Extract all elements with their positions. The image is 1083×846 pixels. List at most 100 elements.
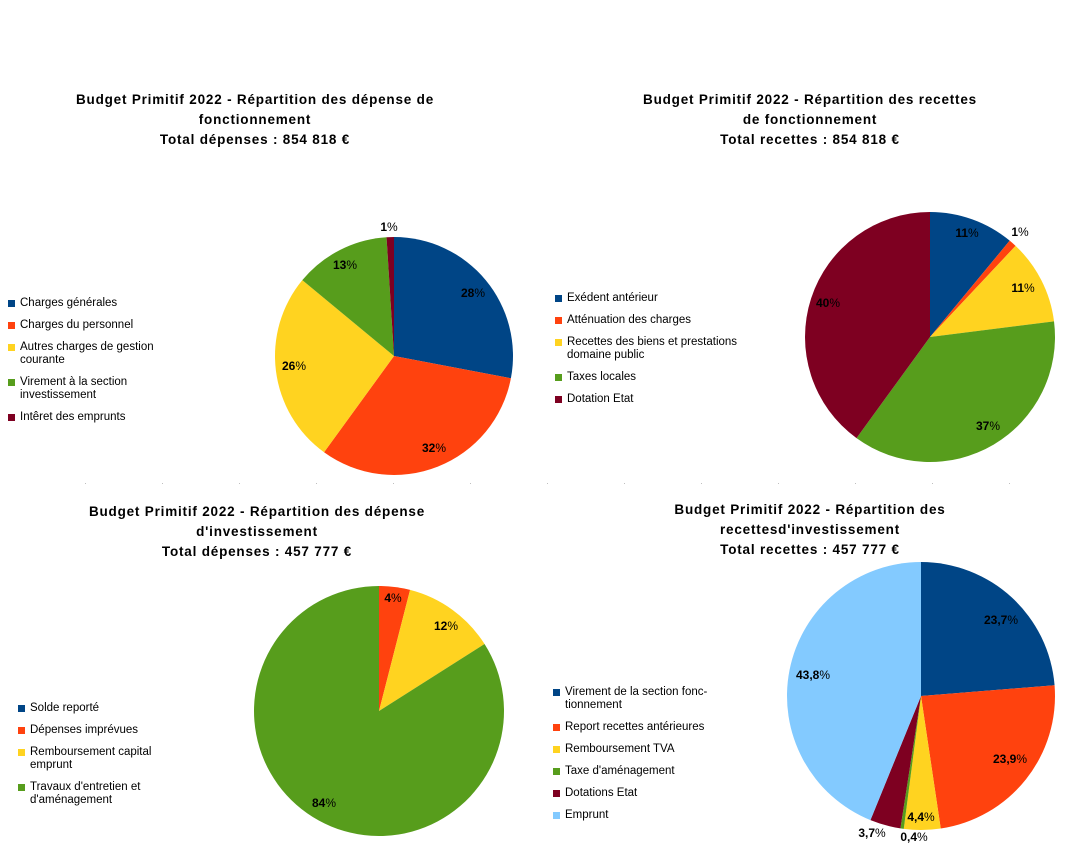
chart-legend: Charges générales Charges du personnel Aut… — [8, 297, 170, 433]
separator-dot — [316, 483, 317, 484]
title-line: Total recettes : 854 818 € — [720, 132, 900, 147]
pie-slice-4 — [302, 237, 394, 356]
chart-title: Budget Primitif 2022 - Répartition des r… — [600, 90, 1020, 150]
pie-slice-2 — [921, 685, 1055, 829]
legend-item: Remboursement TVA — [553, 743, 740, 756]
legend-label: Remboursement capital emprunt — [30, 746, 152, 771]
legend-item: Solde reporté — [18, 702, 180, 715]
separator-dot — [701, 483, 702, 484]
dotted-separator — [85, 483, 1070, 484]
legend-swatch — [555, 339, 562, 346]
legend-label: Exédent antérieur — [567, 292, 658, 304]
data-label: 11% — [1011, 281, 1035, 295]
chart-legend: Exédent antérieur Atténuation des charges… — [555, 292, 747, 415]
pie-slice-4 — [900, 696, 921, 829]
legend-swatch — [553, 768, 560, 775]
pie-slice-2 — [324, 356, 511, 476]
legend-label: Charges du personnel — [20, 319, 134, 331]
legend-swatch — [18, 784, 25, 791]
legend-label: Recettes des biens et prestations domain… — [567, 336, 738, 361]
title-line: fonctionnement — [198, 112, 312, 127]
legend-swatch — [8, 344, 15, 351]
separator-dot — [1009, 483, 1010, 484]
chart-title: Budget Primitif 2022 - Répartition des d… — [45, 90, 465, 150]
legend-item: Virement de la section fonc- tionnement — [553, 686, 740, 712]
separator-dot — [855, 483, 856, 484]
title-line: d'investissement — [196, 524, 318, 539]
pie-slice-4 — [856, 321, 1055, 462]
legend-swatch — [553, 689, 560, 696]
separator-dot — [932, 483, 933, 484]
data-label: 0,4% — [900, 830, 928, 844]
data-label: 23,9% — [993, 752, 1027, 766]
chart-title: Budget Primitif 2022 - Répartition des r… — [600, 500, 1020, 560]
legend-swatch — [553, 746, 560, 753]
title-line: Budget Primitif 2022 - Répartition des — [674, 502, 946, 517]
legend-label: Atténuation des charges — [567, 314, 692, 326]
data-label: 4% — [384, 591, 402, 605]
pie-slice-3 — [379, 589, 485, 711]
pie-slice-5 — [386, 237, 394, 356]
pie-slice-2 — [930, 240, 1016, 337]
legend-label: Emprunt — [565, 809, 609, 821]
pie-slice-3 — [275, 280, 394, 453]
legend-label: Dotation Etat — [567, 393, 634, 405]
legend-swatch — [8, 322, 15, 329]
legend-label: Dotations Etat — [565, 787, 638, 799]
separator-dot — [778, 483, 779, 484]
legend-item: Remboursement capital emprunt — [18, 746, 180, 772]
title-line: Budget Primitif 2022 - Répartition des d… — [75, 92, 435, 107]
separator-dot — [470, 483, 471, 484]
legend-swatch — [553, 790, 560, 797]
legend-swatch — [18, 727, 25, 734]
legend-item: Intêret des emprunts — [8, 411, 170, 424]
data-label: 43,8% — [796, 668, 830, 682]
legend-label: Virement à la section investissement — [20, 376, 128, 401]
legend-item: Dotation Etat — [555, 393, 747, 406]
legend-swatch — [553, 724, 560, 731]
legend-item: Taxes locales — [555, 371, 747, 384]
legend-label: Travaux d'entretien et d'aménagement — [30, 781, 141, 806]
separator-dot — [162, 483, 163, 484]
legend-swatch — [555, 396, 562, 403]
data-label: 4,4% — [907, 810, 935, 824]
legend-item: Dépenses imprévues — [18, 724, 180, 737]
separator-dot — [393, 483, 394, 484]
data-label: 23,7% — [984, 613, 1018, 627]
legend-item: Dotations Etat — [553, 787, 740, 800]
legend-swatch — [553, 812, 560, 819]
pie-slice-3 — [930, 245, 1055, 337]
data-label: 32% — [422, 441, 446, 455]
title-line: Budget Primitif 2022 - Répartition des r… — [643, 92, 977, 107]
pie-slice-1 — [394, 237, 514, 379]
pie-slice-5 — [805, 212, 930, 439]
legend-item: Emprunt — [553, 809, 740, 822]
legend-item: Charges du personnel — [8, 319, 170, 332]
data-label: 40% — [816, 296, 840, 310]
legend-label: Autres charges de gestion courante — [20, 341, 154, 366]
pie-slice-4 — [253, 586, 504, 837]
legend-label: Report recettes antérieures — [565, 721, 705, 733]
title-line: recettesd'investissement — [720, 522, 900, 537]
data-label: 3,7% — [858, 826, 886, 840]
legend-item: Charges générales — [8, 297, 170, 310]
separator-dot — [85, 483, 86, 484]
legend-label: Solde reporté — [30, 702, 100, 714]
legend-item: Autres charges de gestion courante — [8, 341, 170, 367]
legend-item: Exédent antérieur — [555, 292, 747, 305]
legend-swatch — [555, 317, 562, 324]
pie-slice-3 — [903, 696, 941, 830]
pie-slice-5 — [870, 696, 921, 829]
title-line: Total dépenses : 854 818 € — [159, 132, 351, 147]
legend-item: Taxe d'aménagement — [553, 765, 740, 778]
legend-swatch — [8, 300, 15, 307]
title-line: Total recettes : 457 777 € — [720, 542, 900, 557]
title-line: de fonctionnement — [742, 112, 878, 127]
separator-dot — [624, 483, 625, 484]
legend-item: Recettes des biens et prestations domain… — [555, 336, 747, 362]
legend-swatch — [18, 749, 25, 756]
data-label: 11% — [955, 226, 979, 240]
